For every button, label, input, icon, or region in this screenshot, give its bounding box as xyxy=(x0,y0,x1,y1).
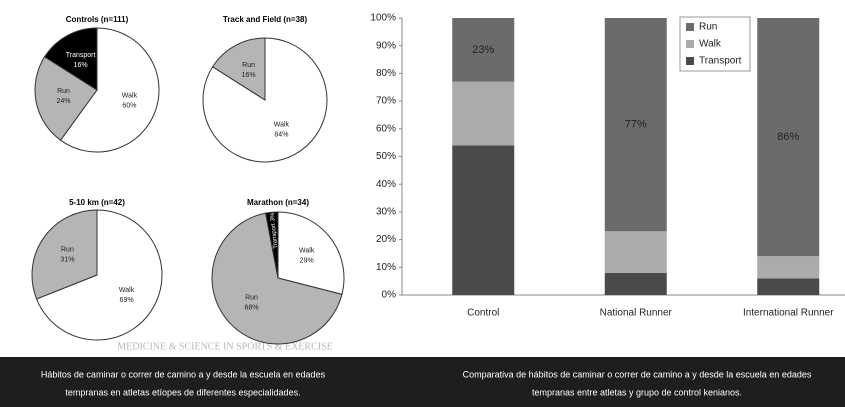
slice-value: 16% xyxy=(242,72,256,79)
slice-name: Walk xyxy=(299,248,315,255)
bar-segment xyxy=(604,231,667,273)
pie-slice xyxy=(31,209,98,300)
y-tick-label: 80% xyxy=(376,68,396,79)
y-tick-label: 10% xyxy=(376,262,396,273)
caption-line: tempranas entre atletas y grupo de contr… xyxy=(532,387,742,397)
pie-title: 5-10 km (n=42) xyxy=(69,198,125,207)
slice-name: Walk xyxy=(122,92,138,99)
pie-title: Track and Field (n=38) xyxy=(223,15,308,24)
y-tick-label: 30% xyxy=(376,207,396,218)
pie-slice xyxy=(35,209,163,341)
value-label: 77% xyxy=(625,119,647,131)
slice-value: 29% xyxy=(300,258,314,265)
pie-slice xyxy=(211,37,266,101)
slice-name: Run xyxy=(245,295,258,302)
bar-segment xyxy=(757,18,820,257)
slice-name: Transport xyxy=(270,223,278,249)
caption-band xyxy=(0,357,845,407)
bar-segment xyxy=(452,18,515,82)
slice-value: 16% xyxy=(74,62,88,69)
y-tick-label: 40% xyxy=(376,179,396,190)
bar-segment xyxy=(452,145,515,295)
slice-label: Transport3% xyxy=(269,212,278,249)
slice-name: Run xyxy=(61,247,74,254)
legend-swatch xyxy=(686,57,694,65)
bar-segment xyxy=(604,18,667,232)
slice-value: 69% xyxy=(120,297,134,304)
bar-segment xyxy=(452,81,515,146)
slice-name: Run xyxy=(57,88,70,95)
legend-label: Walk xyxy=(699,39,722,50)
slice-value: 60% xyxy=(122,102,136,109)
x-tick-label: Control xyxy=(467,308,499,319)
pie-slice xyxy=(34,56,98,141)
pie-title: Marathon (n=34) xyxy=(247,198,309,207)
slice-name: Walk xyxy=(274,122,290,129)
slice-name: Transport xyxy=(66,52,96,59)
slice-value: 68% xyxy=(245,305,259,312)
legend-swatch xyxy=(686,40,694,48)
slice-name: Walk xyxy=(119,287,135,294)
slice-value: 3% xyxy=(269,212,276,222)
watermark: MEDICINE & SCIENCE IN SPORTS & EXERCISE xyxy=(117,341,333,352)
pie-slice xyxy=(265,211,279,279)
bar-segment xyxy=(757,256,820,279)
slice-name: Run xyxy=(242,62,255,69)
caption-line: Comparativa de hábitos de caminar o corr… xyxy=(463,369,812,379)
value-label: 23% xyxy=(472,44,494,56)
x-tick-label: National Runner xyxy=(600,308,673,319)
value-label: 86% xyxy=(777,131,799,143)
pie-slice xyxy=(59,27,160,153)
y-tick-label: 0% xyxy=(382,290,397,301)
legend-swatch xyxy=(686,23,694,31)
y-tick-label: 60% xyxy=(376,123,396,134)
y-tick-label: 50% xyxy=(376,151,396,162)
slice-value: 31% xyxy=(60,257,74,264)
bar-segment xyxy=(757,278,820,295)
caption-line: tempranas en atletas etíopes de diferent… xyxy=(65,387,300,397)
pie-slice xyxy=(43,27,98,91)
caption-line: Hábitos de caminar o correr de camino a … xyxy=(41,369,326,379)
x-tick-label: International Runner xyxy=(743,308,834,319)
legend-label: Run xyxy=(699,22,717,33)
y-tick-label: 20% xyxy=(376,234,396,245)
y-tick-label: 70% xyxy=(376,96,396,107)
legend-label: Transport xyxy=(699,56,742,67)
y-tick-label: 100% xyxy=(370,13,396,24)
bar-segment xyxy=(604,272,667,295)
slice-value: 84% xyxy=(274,132,288,139)
pie-title: Controls (n=111) xyxy=(66,15,129,24)
slice-value: 24% xyxy=(56,98,70,105)
y-tick-label: 90% xyxy=(376,40,396,51)
pie-slice xyxy=(211,212,343,345)
pie-slice xyxy=(277,211,345,296)
